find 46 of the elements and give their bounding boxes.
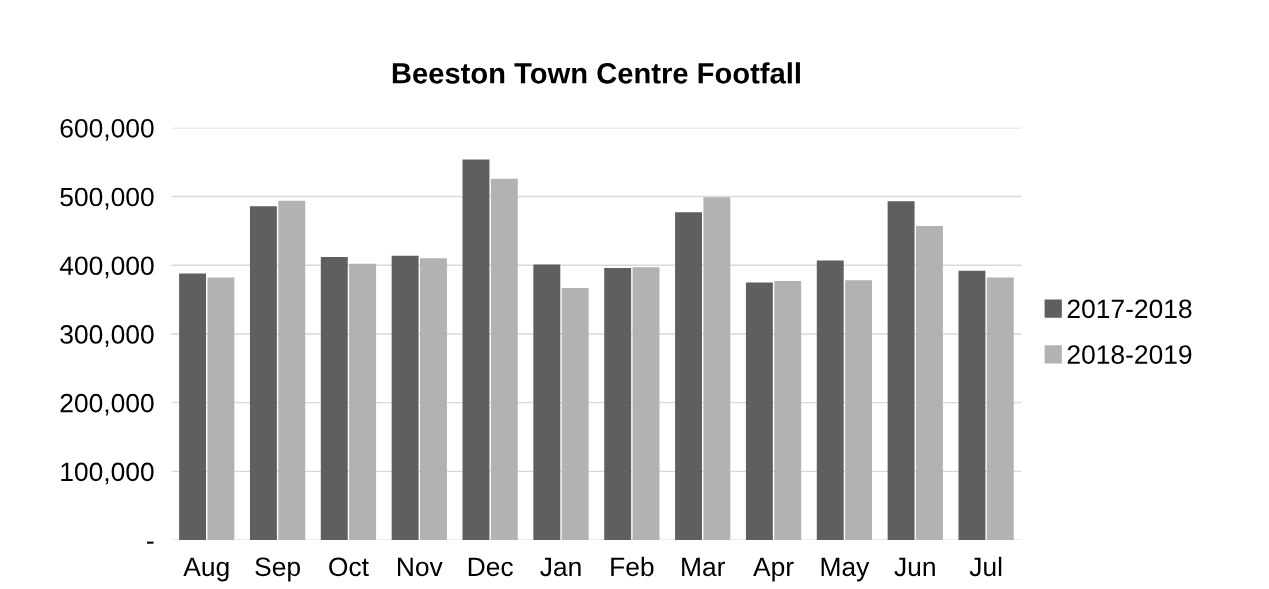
chart-title: Beeston Town Centre Footfall xyxy=(392,62,800,84)
x-tick-label: Mar xyxy=(682,557,725,577)
bar xyxy=(604,268,632,541)
bar xyxy=(490,178,518,541)
y-tick-label: 600,000 xyxy=(60,118,154,141)
x-tick-label: Aug xyxy=(183,557,229,582)
bar xyxy=(816,260,844,541)
bar xyxy=(349,263,377,541)
y-tick-label: - xyxy=(147,541,154,544)
bar xyxy=(462,159,490,541)
x-tick-label: Jun xyxy=(894,557,935,577)
x-tick-label: Apr xyxy=(753,557,794,582)
bar xyxy=(320,257,348,541)
x-tick-label: Dec xyxy=(468,557,513,577)
y-tick-label: 500,000 xyxy=(60,187,154,210)
bar xyxy=(249,206,277,541)
bar xyxy=(845,280,873,541)
y-tick-label: 400,000 xyxy=(59,256,154,279)
bar xyxy=(703,197,731,541)
bar xyxy=(533,264,561,541)
bar xyxy=(774,281,802,541)
bar xyxy=(887,201,915,541)
bar xyxy=(179,273,207,541)
bar xyxy=(915,226,943,541)
legend-label: 2018-2019 xyxy=(1067,345,1192,364)
y-tick-label: 200,000 xyxy=(60,393,154,416)
legend-label: 2017-2018 xyxy=(1067,299,1192,319)
x-tick-label: Jul xyxy=(969,556,1002,577)
bar xyxy=(420,258,447,541)
bar xyxy=(986,277,1014,541)
bar xyxy=(391,255,419,541)
bar xyxy=(561,287,589,541)
x-tick-label: Feb xyxy=(611,556,654,577)
x-tick-label: May xyxy=(821,557,870,582)
bar xyxy=(958,270,986,541)
x-tick-label: Sep xyxy=(255,557,300,582)
y-tick-label: 300,000 xyxy=(60,325,154,347)
x-tick-label: Jan xyxy=(540,557,581,577)
bar xyxy=(675,212,702,541)
bar xyxy=(278,200,306,541)
y-tick-label: 100,000 xyxy=(61,462,154,485)
bar xyxy=(207,277,235,541)
bar xyxy=(745,282,773,541)
x-tick-label: Nov xyxy=(398,557,443,577)
x-tick-label: Oct xyxy=(329,557,369,577)
bar xyxy=(632,267,660,541)
